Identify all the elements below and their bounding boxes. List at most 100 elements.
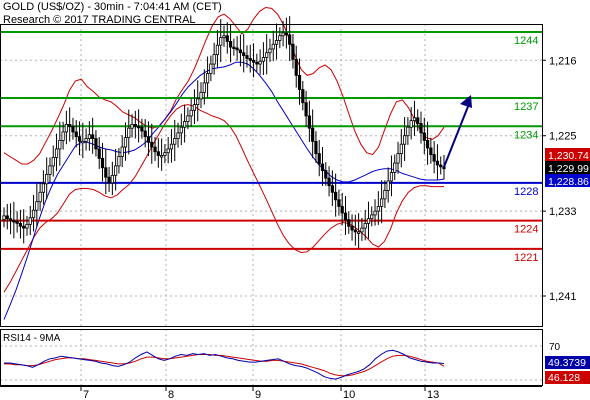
candle-body	[143, 130, 147, 138]
candle-body	[409, 120, 413, 128]
candle	[150, 123, 154, 164]
rsi-ma-box	[545, 371, 590, 384]
candle-body	[166, 148, 170, 154]
candle	[182, 104, 187, 143]
candle	[425, 121, 430, 165]
rsi-value-tag: 49.3739	[545, 356, 590, 369]
candle-body	[288, 34, 292, 45]
candle	[320, 147, 325, 186]
candle-body	[337, 199, 341, 207]
candle-body	[389, 172, 394, 182]
candle-body	[340, 206, 344, 214]
candle-body	[399, 143, 403, 155]
candle-body	[84, 138, 88, 142]
axes: 7 8 9 10 13 1,216 1,225 1,233 1,241	[0, 24, 577, 400]
price-panel-frame	[0, 24, 543, 327]
candle-body	[61, 131, 65, 141]
candle	[429, 137, 433, 164]
candle	[317, 140, 321, 177]
x-tick-label: 13	[427, 389, 439, 400]
candle	[71, 117, 75, 140]
candle-body	[130, 124, 134, 129]
bollinger-lower-line	[3, 104, 444, 293]
candle-body	[294, 58, 298, 76]
candle-body	[406, 126, 410, 137]
rsi-line	[4, 349, 445, 380]
candle	[297, 58, 302, 105]
candle-body	[87, 134, 91, 139]
candle-body	[35, 201, 39, 211]
candle-body	[386, 180, 390, 191]
candle	[199, 82, 203, 109]
candle-body	[110, 174, 114, 184]
candle	[94, 130, 98, 157]
candle	[366, 201, 371, 239]
candle-body	[54, 148, 59, 158]
candle-body	[28, 217, 32, 225]
candle-body	[219, 37, 223, 46]
candle	[8, 203, 13, 235]
candle	[84, 128, 88, 151]
candle	[251, 43, 256, 78]
candle-body	[176, 132, 180, 139]
candle	[274, 23, 279, 60]
candle-body	[137, 125, 141, 129]
candle-body	[271, 43, 275, 50]
candle-body	[25, 223, 29, 229]
price-tag-box	[545, 148, 590, 161]
candle-body	[205, 73, 210, 84]
candle	[330, 170, 334, 207]
candle-body	[114, 165, 118, 176]
candle	[22, 209, 26, 244]
candle	[77, 121, 82, 156]
candle-body	[357, 231, 361, 234]
candle	[248, 44, 252, 73]
candle	[186, 107, 190, 130]
candle	[18, 209, 23, 239]
price-tag-label: 1,230.74	[548, 150, 589, 162]
candle	[435, 144, 440, 181]
candle	[238, 34, 243, 67]
x-tick-label: 7	[83, 389, 89, 400]
candle	[74, 120, 78, 148]
candle	[196, 80, 200, 122]
candle-body	[222, 35, 226, 39]
candle	[153, 136, 157, 161]
candle	[386, 167, 390, 203]
y-tick-label: 1,216	[549, 55, 577, 67]
candle-body	[163, 152, 167, 156]
candle	[370, 206, 374, 227]
candle	[114, 148, 118, 191]
candle-body	[77, 136, 82, 142]
candle-body	[370, 214, 374, 220]
candle	[225, 22, 229, 54]
candle	[432, 140, 436, 174]
candle-body	[51, 156, 55, 167]
candle-body	[429, 147, 433, 155]
y-tick-label: 1,233	[549, 206, 577, 218]
chart-title: GOLD (US$/OZ) - 30min - 7:04:41 AM (CET)	[3, 1, 222, 13]
candle	[107, 167, 111, 193]
candle-body	[324, 170, 328, 179]
rsi-tick-70: 70	[549, 342, 561, 353]
candle-body	[251, 59, 256, 63]
candle	[120, 135, 124, 168]
candle-body	[179, 126, 183, 134]
candle	[205, 56, 210, 99]
candle	[38, 182, 42, 211]
candle-body	[314, 140, 318, 155]
candle	[343, 196, 348, 235]
candle-body	[245, 55, 249, 59]
x-tick-label: 9	[255, 389, 261, 400]
candle	[143, 119, 147, 148]
candle	[393, 154, 397, 181]
candle-body	[360, 227, 364, 233]
price-tag-box	[545, 161, 590, 174]
candle-body	[173, 138, 177, 145]
candle	[268, 38, 272, 62]
candle	[140, 118, 144, 139]
candle	[337, 189, 341, 216]
candle-body	[311, 127, 315, 142]
candle	[442, 154, 446, 180]
candle-body	[186, 115, 190, 122]
